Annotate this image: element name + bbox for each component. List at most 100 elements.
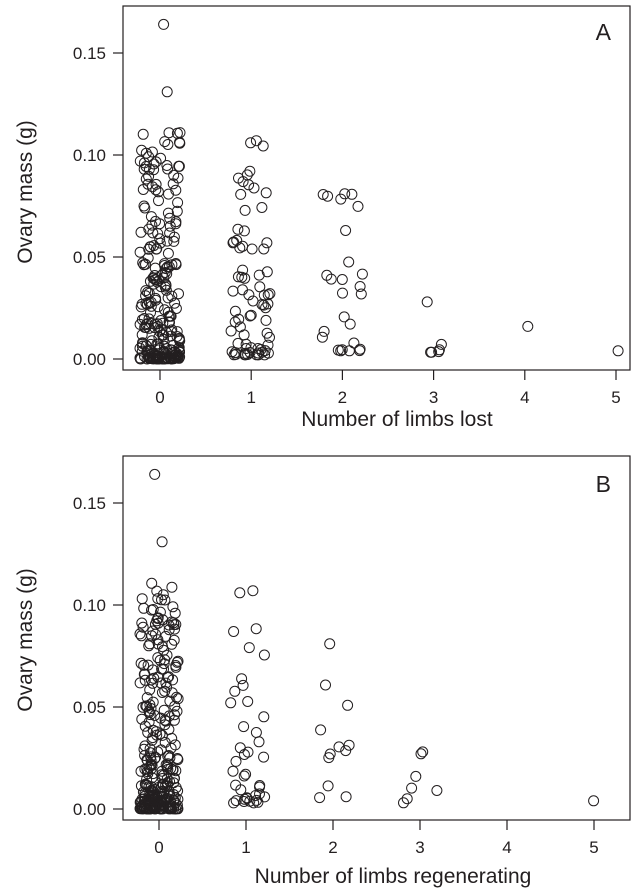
y-tick-label: 0.00 [73, 800, 106, 819]
data-point [165, 802, 177, 814]
data-point [255, 344, 267, 355]
data-point [147, 768, 159, 780]
data-point [401, 793, 413, 805]
data-point [340, 745, 352, 757]
data-point [144, 803, 156, 815]
data-point [158, 329, 169, 341]
data-point [247, 295, 259, 307]
data-point [314, 792, 326, 804]
data-point [137, 257, 149, 269]
panel-a-plot-frame [122, 5, 631, 371]
data-point [244, 165, 256, 177]
data-point [159, 736, 171, 748]
data-point [166, 581, 178, 593]
data-point [149, 262, 161, 274]
panel-a-label: A [596, 19, 612, 45]
panel-a-points [134, 18, 624, 365]
data-point [348, 337, 360, 349]
data-point [150, 274, 162, 286]
data-point [145, 351, 157, 363]
data-point [250, 135, 262, 147]
data-point [138, 602, 150, 614]
data-point [161, 86, 173, 98]
data-point [230, 755, 242, 767]
data-point [243, 642, 255, 654]
data-point [343, 256, 355, 268]
data-point [246, 243, 258, 255]
data-point [137, 337, 148, 349]
data-point [336, 344, 348, 356]
data-point [156, 536, 168, 548]
data-point [252, 796, 264, 808]
data-point [158, 658, 170, 670]
data-point [168, 634, 180, 646]
data-point [163, 316, 175, 328]
data-point [157, 589, 169, 601]
data-point [342, 699, 354, 711]
y-tick-label: 0.15 [73, 494, 106, 513]
data-point [170, 218, 182, 230]
data-point [172, 693, 184, 705]
data-point [325, 273, 337, 285]
data-point [138, 668, 150, 680]
data-point [232, 271, 244, 283]
data-point [260, 302, 272, 314]
data-point [163, 188, 174, 200]
data-point [171, 799, 183, 811]
data-point [146, 181, 158, 193]
data-point [139, 803, 150, 814]
data-point [324, 638, 336, 650]
data-point [318, 325, 330, 337]
data-point [259, 345, 271, 357]
data-point [136, 329, 148, 341]
panel-a-y-axis-title: Ovary mass (g) [14, 120, 37, 264]
data-point [135, 630, 147, 642]
data-point [138, 200, 150, 212]
data-point [588, 795, 600, 807]
data-point [157, 800, 169, 812]
panel-b-plot-frame [122, 455, 631, 821]
data-point [252, 347, 264, 359]
data-point [248, 182, 260, 194]
data-point [164, 212, 176, 224]
data-point [426, 346, 438, 358]
data-point [164, 220, 176, 232]
data-point [346, 188, 358, 200]
data-point [235, 188, 247, 200]
data-point [139, 720, 151, 732]
data-point [150, 294, 162, 306]
data-point [343, 345, 355, 357]
data-point [240, 343, 252, 354]
x-tick-label: 4 [520, 388, 529, 407]
data-point [136, 617, 148, 629]
data-point [149, 468, 161, 480]
data-point [140, 285, 152, 297]
data-point [143, 243, 155, 255]
data-point [172, 197, 184, 209]
data-point [417, 746, 429, 758]
data-point [169, 700, 181, 712]
data-point [258, 289, 270, 301]
y-tick-label: 0.10 [73, 596, 106, 615]
data-point [242, 746, 254, 758]
data-point [150, 628, 161, 640]
data-point [160, 677, 172, 689]
data-point [161, 327, 172, 338]
panel-b-points [134, 468, 600, 815]
data-point [140, 258, 151, 270]
panel-a-scatter-plot: 0 1 2 3 4 5 0.00 0.05 0.10 0.15 A Number of limb… [14, 5, 631, 431]
data-point [160, 278, 172, 290]
y-tick-label: 0.00 [73, 350, 106, 369]
y-tick-label: 0.05 [73, 698, 106, 717]
data-point [158, 663, 169, 675]
data-point [322, 780, 334, 792]
data-point [332, 344, 344, 356]
data-point [431, 785, 443, 796]
data-point [229, 685, 241, 697]
data-point [237, 679, 249, 691]
data-point [171, 753, 183, 764]
data-point [138, 313, 150, 324]
data-point [258, 649, 270, 661]
data-point [240, 338, 252, 350]
data-point [166, 324, 178, 336]
